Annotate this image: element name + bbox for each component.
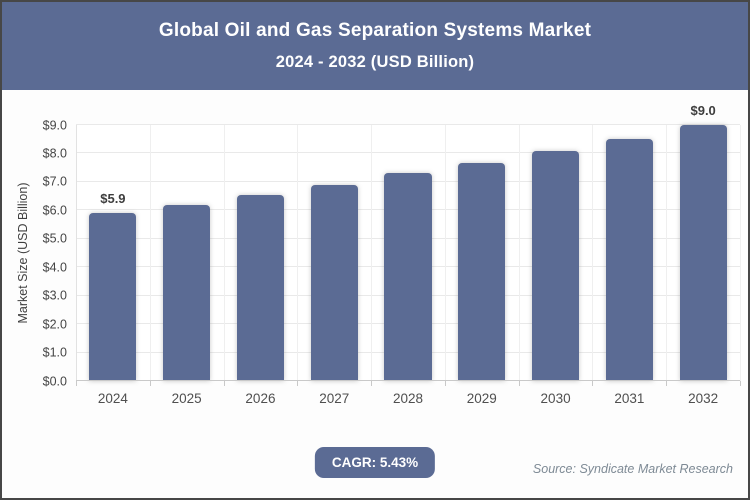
y-tick-label: $9.0 bbox=[42, 117, 67, 132]
gridline-vertical bbox=[223, 125, 225, 381]
gridline-horizontal bbox=[76, 152, 740, 154]
x-axis-tick bbox=[149, 381, 151, 386]
x-axis-tick bbox=[223, 381, 225, 386]
bar-slot: 2028 bbox=[371, 125, 445, 406]
gridline-vertical bbox=[518, 125, 520, 381]
cagr-badge: CAGR: 5.43% bbox=[314, 447, 436, 478]
y-axis-title: Market Size (USD Billion) bbox=[16, 182, 30, 324]
bar-value-label: $9.0 bbox=[690, 103, 716, 118]
bar-2024 bbox=[89, 213, 137, 381]
x-category-label: 2030 bbox=[540, 391, 571, 406]
bar-2028 bbox=[384, 173, 432, 381]
x-category-label: 2025 bbox=[171, 391, 202, 406]
gridline-vertical bbox=[444, 125, 446, 381]
gridline-vertical bbox=[666, 125, 668, 381]
gridline-vertical bbox=[149, 125, 151, 381]
bar-slot: $5.9 2024 bbox=[76, 125, 150, 406]
bar-slot: 2027 bbox=[297, 125, 371, 406]
gridline-horizontal bbox=[76, 124, 740, 125]
bar-slot: 2025 bbox=[150, 125, 224, 406]
chart-area: Market Size (USD Billion) $0.0 $1.0 $2.0 $3… bbox=[2, 90, 748, 420]
y-tick-label: $6.0 bbox=[42, 203, 67, 218]
y-tick-label: $8.0 bbox=[42, 146, 67, 161]
x-category-label: 2032 bbox=[688, 391, 719, 406]
x-category-label: 2024 bbox=[97, 391, 128, 406]
chart-header: Global Oil and Gas Separation Systems Ma… bbox=[2, 2, 748, 90]
bar-slot: 2031 bbox=[592, 125, 666, 406]
x-axis-tick bbox=[371, 381, 373, 386]
bar-slot: 2030 bbox=[519, 125, 593, 406]
source-text: Source: Syndicate Market Research bbox=[532, 462, 733, 476]
x-category-label: 2031 bbox=[614, 391, 645, 406]
y-tick-label: $5.0 bbox=[42, 231, 67, 246]
chart-subtitle: 2024 - 2032 (USD Billion) bbox=[275, 53, 475, 71]
x-axis-tick bbox=[740, 381, 741, 386]
x-category-label: 2028 bbox=[392, 391, 424, 406]
x-axis-tick bbox=[666, 381, 668, 386]
x-category-label: 2029 bbox=[466, 391, 497, 406]
y-tick-label: $1.0 bbox=[42, 345, 67, 360]
bar-slot: 2026 bbox=[224, 125, 298, 406]
x-axis-line bbox=[76, 380, 740, 381]
gridline-vertical bbox=[371, 125, 373, 381]
plot-area: $0.0 $1.0 $2.0 $3.0 $4.0 $5.0 $6.0 $7.0 $8.0 $9.0… bbox=[43, 104, 741, 406]
gridline-vertical bbox=[740, 125, 741, 381]
bar-slot: 2029 bbox=[445, 125, 519, 406]
gridline-vertical bbox=[592, 125, 594, 381]
x-axis-tick bbox=[297, 381, 299, 386]
bar-2032 bbox=[679, 125, 727, 381]
x-axis-tick bbox=[518, 381, 520, 386]
bar-2031 bbox=[605, 139, 653, 381]
y-tick-label: $7.0 bbox=[42, 174, 67, 189]
y-tick-label: $3.0 bbox=[42, 288, 67, 303]
bar-2027 bbox=[310, 184, 358, 381]
bar-2030 bbox=[531, 150, 580, 381]
y-tick-label: $4.0 bbox=[42, 259, 67, 274]
bar-value-label: $5.9 bbox=[100, 191, 126, 207]
bar-2026 bbox=[236, 194, 285, 381]
chart-title: Global Oil and Gas Separation Systems Ma… bbox=[158, 20, 592, 41]
bar-2029 bbox=[458, 163, 506, 381]
x-category-label: 2026 bbox=[245, 391, 276, 406]
y-tick-label: $0.0 bbox=[42, 373, 67, 388]
x-axis-tick bbox=[444, 381, 446, 386]
y-axis-line bbox=[76, 125, 77, 381]
bar-2025 bbox=[163, 204, 211, 381]
x-axis-tick bbox=[76, 381, 77, 386]
x-axis-tick bbox=[592, 381, 594, 386]
bar-slots: $5.9 2024 2025 2026 2027 2028 2029 2030 2031 $9.0… bbox=[76, 104, 740, 406]
x-category-label: 2027 bbox=[319, 391, 350, 406]
gridline-vertical bbox=[297, 125, 299, 381]
bar-slot: $9.0 2032 bbox=[666, 104, 740, 406]
y-tick-label: $2.0 bbox=[42, 316, 67, 331]
